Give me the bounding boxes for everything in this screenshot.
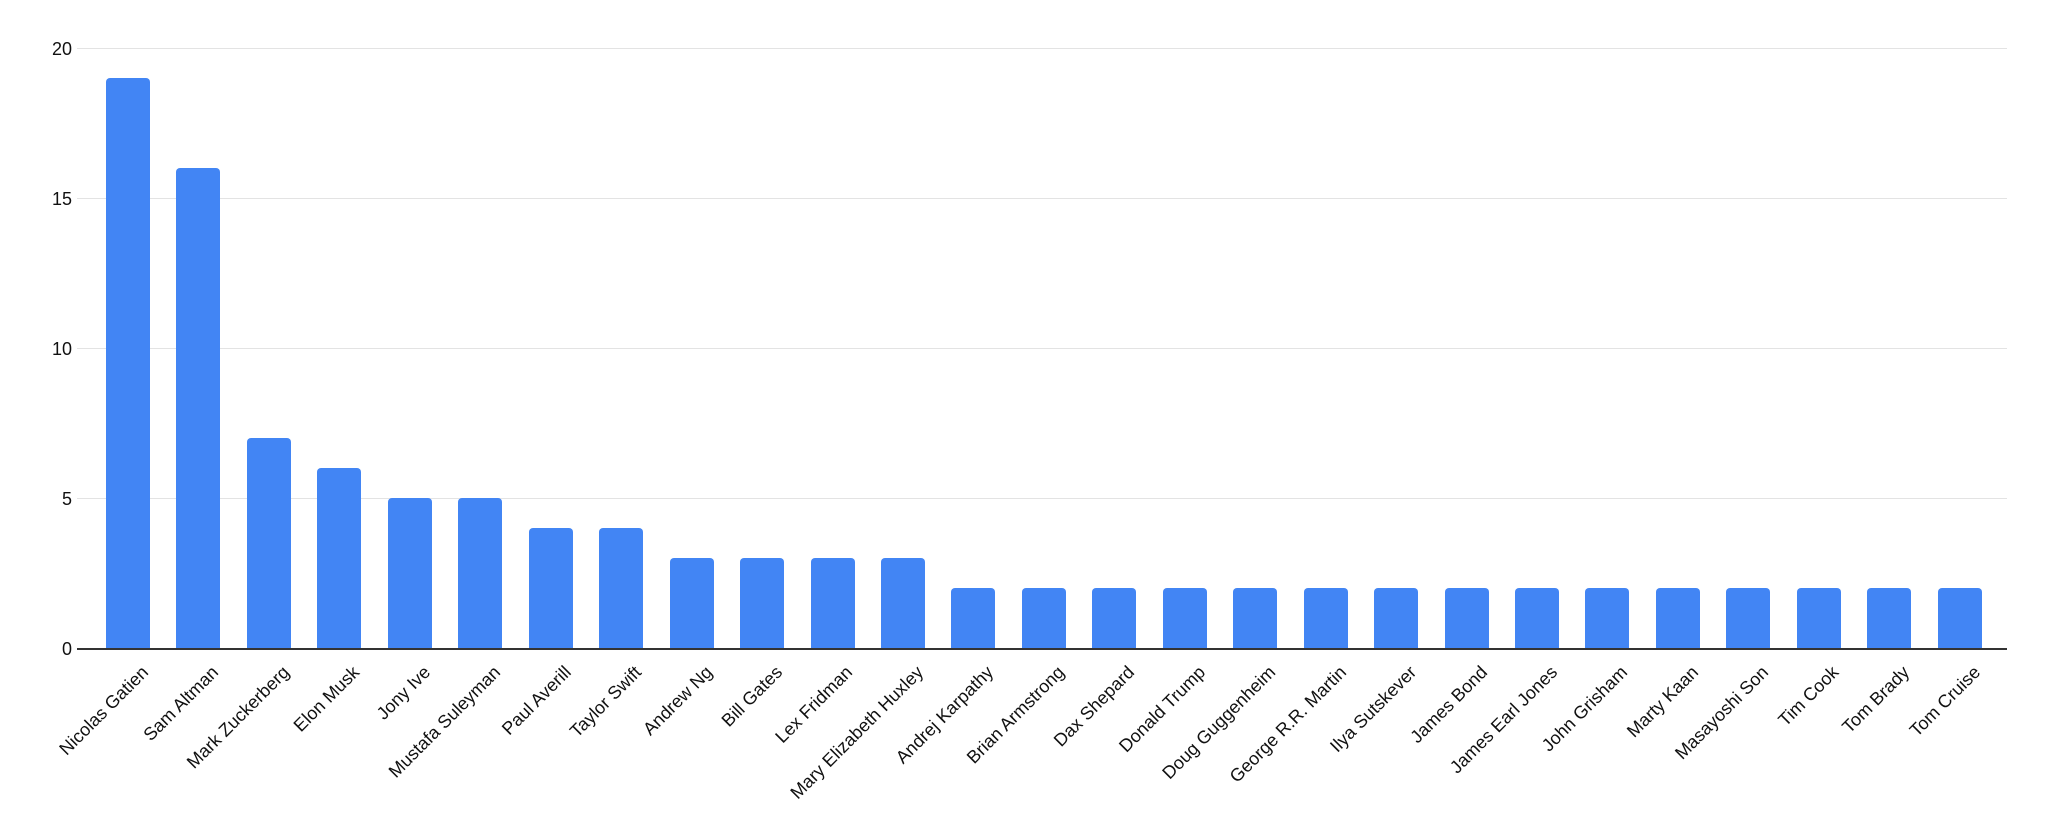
y-axis-tick-label: 0 — [61, 639, 72, 659]
bar[interactable] — [1726, 588, 1771, 648]
bar[interactable] — [1162, 588, 1207, 648]
bar[interactable] — [1796, 588, 1841, 648]
bar[interactable] — [880, 558, 925, 648]
x-axis-category-label: Taylor Swift — [566, 662, 646, 742]
bar[interactable] — [1937, 588, 1982, 648]
bar[interactable] — [1867, 588, 1912, 648]
bar[interactable] — [1515, 588, 1559, 648]
bar[interactable] — [176, 168, 221, 648]
gridline — [77, 498, 2007, 499]
bar[interactable] — [1444, 588, 1489, 648]
bar[interactable] — [599, 528, 644, 648]
gridline — [77, 48, 2007, 49]
x-axis-category-label: Nicolas Gatien — [55, 662, 153, 759]
gridline — [77, 198, 2007, 199]
x-axis-category-label: Tom Brady — [1838, 662, 1914, 737]
x-axis-category-label: Paul Averill — [497, 662, 575, 739]
x-axis-category-label: George R.R. Martin — [1225, 662, 1350, 787]
y-axis-tick-label: 5 — [61, 489, 72, 509]
y-axis-tick-label: 20 — [51, 39, 72, 59]
y-axis-tick-label: 10 — [51, 339, 72, 359]
x-axis-category-label: Bill Gates — [717, 662, 787, 731]
bar[interactable] — [387, 498, 432, 648]
bar[interactable] — [1021, 588, 1066, 648]
x-axis-category-label: Mary Elizabeth Huxley — [786, 662, 928, 803]
bar[interactable] — [810, 558, 855, 648]
bar[interactable] — [1585, 588, 1630, 648]
bar[interactable] — [458, 498, 503, 648]
bar[interactable] — [1655, 588, 1700, 648]
bar[interactable] — [951, 588, 996, 648]
x-axis-category-label: Tim Cook — [1774, 662, 1843, 731]
x-axis-category-label: Tom Cruise — [1905, 662, 1984, 741]
x-axis-category-label: Andrew Ng — [638, 662, 716, 740]
bar[interactable] — [106, 78, 150, 648]
bar[interactable] — [1233, 588, 1278, 648]
gridline — [77, 348, 2007, 349]
bar[interactable] — [528, 528, 573, 648]
bar[interactable] — [669, 558, 714, 648]
bar[interactable] — [1303, 588, 1348, 648]
bar[interactable] — [1374, 588, 1419, 648]
bar[interactable] — [740, 558, 785, 648]
y-axis-tick-label: 15 — [51, 189, 72, 209]
bar[interactable] — [246, 438, 291, 648]
x-axis-line — [77, 648, 2007, 650]
bar[interactable] — [1092, 588, 1137, 648]
bar[interactable] — [317, 468, 362, 648]
x-axis-category-label: Jony Ive — [372, 662, 434, 724]
x-axis-category-label: Elon Musk — [289, 662, 364, 736]
